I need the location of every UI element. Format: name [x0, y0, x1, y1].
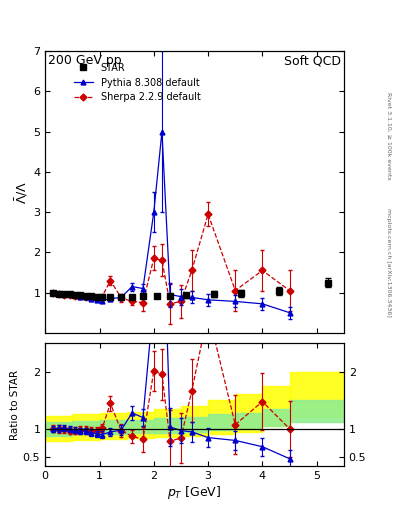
Y-axis label: Ratio to STAR: Ratio to STAR [10, 370, 20, 439]
Y-axis label: $\bar{\Lambda}/\Lambda$: $\bar{\Lambda}/\Lambda$ [14, 180, 30, 204]
Text: Soft QCD: Soft QCD [284, 54, 341, 67]
Legend: STAR, Pythia 8.308 default, Sherpa 2.2.9 default: STAR, Pythia 8.308 default, Sherpa 2.2.9… [70, 59, 205, 106]
Text: Rivet 3.1.10, ≥ 100k events: Rivet 3.1.10, ≥ 100k events [386, 92, 391, 180]
Text: 200 GeV pp: 200 GeV pp [48, 54, 122, 67]
Text: mcplots.cern.ch [arXiv:1306.3436]: mcplots.cern.ch [arXiv:1306.3436] [386, 208, 391, 317]
X-axis label: $p_{T}$ [GeV]: $p_{T}$ [GeV] [167, 483, 222, 501]
